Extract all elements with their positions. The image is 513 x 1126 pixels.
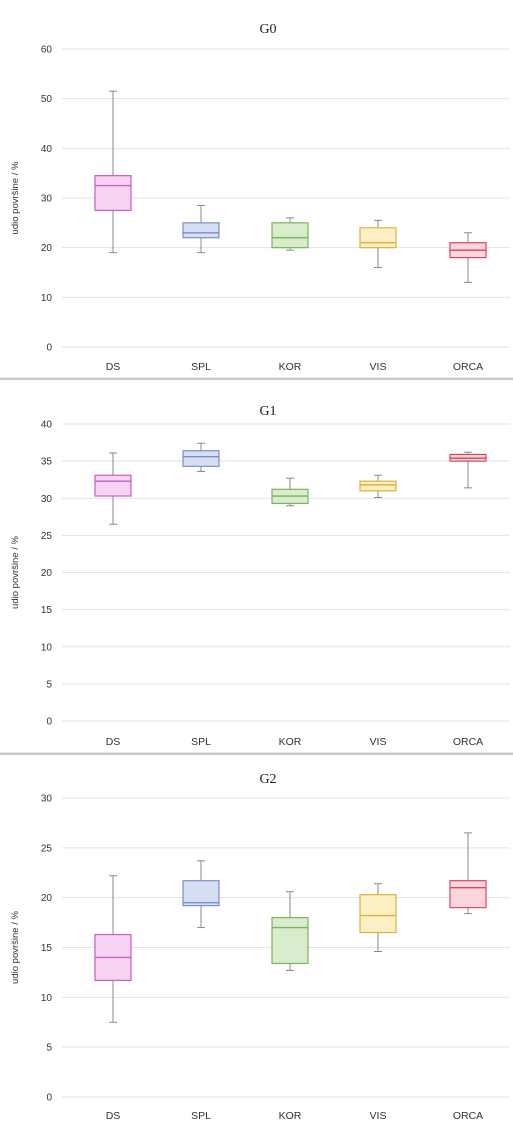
x-category-label: SPL [191,1110,211,1122]
x-category-label: DS [106,1110,121,1122]
box-iqr [359,480,397,492]
chart-panel-g0: G0 0 10 20 30 40 50 60 udio površine / % DS SPL KOR… [0,22,513,380]
y-tick-label: 20 [41,893,53,904]
y-axis-label: udio površine / % [10,536,21,609]
y-tick-label: 20 [41,243,53,254]
y-tick-label: 10 [41,293,53,304]
y-tick-label: 40 [41,144,53,155]
y-tick-label: 35 [41,457,53,468]
chart-title: G0 [259,22,276,37]
y-tick-label: 15 [41,943,53,954]
box-spl [182,204,220,254]
y-tick-label: 30 [41,494,53,505]
y-tick-label: 0 [46,343,52,354]
chart-panel-g1: G1 0 5 10 15 20 25 30 35 40 udio površine / % DS SPL… [0,404,513,755]
y-tick-label: 25 [41,843,53,854]
box-iqr [359,894,397,934]
box-iqr [449,880,487,909]
x-category-label: ORCA [453,361,483,373]
box-iqr [94,474,132,497]
box-orca [449,451,487,489]
y-tick-label: 10 [41,642,53,653]
y-tick-label: 10 [41,993,53,1004]
box-kor [271,891,309,971]
box-orca [449,232,487,283]
box-kor [271,217,309,251]
box-spl [182,442,220,473]
y-tick-label: 25 [41,531,53,542]
box-iqr [94,175,132,212]
x-category-label: SPL [191,736,211,748]
x-category-label: DS [106,736,121,748]
x-category-label: VIS [370,736,387,748]
box-vis [359,219,397,269]
y-tick-label: 15 [41,605,53,616]
box-kor [271,477,309,507]
y-axis-label: udio površine / % [10,161,21,234]
box-ds [94,452,132,525]
box-iqr [359,227,397,249]
box-ds [94,875,132,1023]
box-ds [94,90,132,254]
x-category-label: DS [106,361,121,373]
box-vis [359,883,397,952]
y-axis-label: udio površine / % [10,911,21,984]
box-iqr [182,880,220,907]
x-category-label: VIS [370,361,387,373]
box-iqr [182,450,220,467]
y-tick-label: 0 [46,717,52,728]
y-tick-label: 20 [41,568,53,579]
y-tick-label: 50 [41,94,53,105]
chart-panel-g2: G2 0 5 10 15 20 25 30 udio površine / % DS SPL KOR V… [10,772,510,1122]
box-orca [449,832,487,915]
box-spl [182,860,220,929]
y-tick-label: 5 [46,679,52,690]
x-category-label: KOR [279,736,302,748]
x-category-label: ORCA [453,1110,483,1122]
box-iqr [182,222,220,239]
box-iqr [271,222,309,249]
x-category-label: ORCA [453,736,483,748]
x-category-label: KOR [279,361,302,373]
x-category-label: KOR [279,1110,302,1122]
y-tick-label: 5 [46,1043,52,1054]
y-tick-label: 60 [41,45,53,56]
chart-title: G1 [259,404,276,419]
y-tick-label: 30 [41,194,53,205]
y-tick-label: 0 [46,1093,52,1104]
box-vis [359,474,397,499]
x-category-label: SPL [191,361,211,373]
x-category-label: VIS [370,1110,387,1122]
y-tick-label: 40 [41,420,53,431]
chart-title: G2 [259,772,276,787]
y-tick-label: 30 [41,794,53,805]
box-iqr [271,917,309,965]
